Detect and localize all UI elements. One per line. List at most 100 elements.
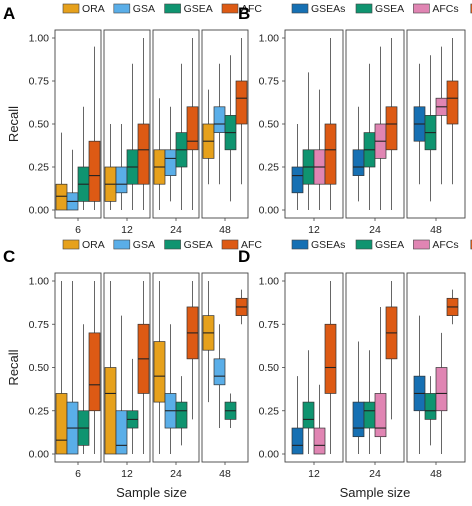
panel-d-xtick-label: 24 bbox=[369, 468, 381, 480]
panel-c-xtick-label: 6 bbox=[75, 468, 81, 480]
panel-c-ytick-label: 0.50 bbox=[29, 362, 50, 374]
box-gsea-12-body bbox=[302, 401, 315, 429]
panel-c-facet-6 bbox=[54, 272, 102, 463]
legend-swatch-afcs bbox=[413, 3, 430, 14]
box-gsea-48 bbox=[224, 55, 237, 202]
legend-swatch-afc bbox=[470, 239, 472, 250]
box-ora-48 bbox=[202, 89, 215, 185]
panel-b-legend: GSEAsGSEAAFCsAFC bbox=[291, 3, 472, 15]
panel-d-ytick-label: 0.25 bbox=[259, 405, 280, 417]
box-gseas-12-body bbox=[291, 166, 304, 194]
legend-swatch-gsea bbox=[355, 3, 373, 14]
box-afcs-48-body bbox=[435, 367, 448, 412]
legend-swatch-afc bbox=[470, 3, 472, 14]
panel-a-ytick-label: 0.25 bbox=[29, 162, 50, 174]
box-gsa-24-body bbox=[164, 149, 177, 176]
box-afc-24-body bbox=[186, 106, 199, 151]
box-afc-12 bbox=[137, 281, 150, 454]
legend-label-gsa: GSA bbox=[133, 3, 155, 15]
panel-b-ytick-label: 0.75 bbox=[259, 76, 280, 88]
panel-a-facet-12 bbox=[103, 29, 151, 219]
panel-d-ytick-label: 0.50 bbox=[259, 362, 280, 374]
panel-d-facet-12 bbox=[284, 272, 344, 463]
panel-b-xtick-label: 48 bbox=[430, 224, 442, 236]
panel-d-xtick-label: 48 bbox=[430, 468, 442, 480]
box-afc-24 bbox=[186, 281, 199, 420]
box-gsa-48-body bbox=[213, 106, 226, 133]
panel-c-ytick-label: 0.25 bbox=[29, 405, 50, 417]
box-ora-12 bbox=[104, 281, 117, 455]
box-ora-24-body bbox=[153, 341, 166, 403]
panel-a-facet-6 bbox=[54, 29, 102, 219]
box-afc-12-body bbox=[137, 123, 150, 185]
box-gsa-48-body bbox=[213, 358, 226, 386]
panel-c-facet-24 bbox=[152, 272, 200, 463]
panel-a-facet-48 bbox=[201, 29, 249, 219]
box-afc-48 bbox=[235, 289, 248, 325]
panel-c-ytick-label: 1.00 bbox=[29, 276, 50, 288]
box-gsea-12 bbox=[302, 350, 315, 454]
box-afc-12 bbox=[324, 38, 337, 210]
panel-c: C ORA GSA GSEA AFC 0.00 0.25 0.50 0.75 1.00 Recall… bbox=[3, 239, 262, 500]
panel-b-letter: B bbox=[238, 4, 250, 23]
panel-c-xtick-label: 24 bbox=[170, 468, 182, 480]
legend-swatch-gseas bbox=[291, 3, 309, 14]
box-afc-48-body bbox=[235, 80, 248, 125]
box-afc-24-body bbox=[385, 106, 398, 151]
panel-c-ytick-label: 0.00 bbox=[29, 449, 50, 461]
legend-swatch-afc bbox=[221, 239, 239, 250]
legend-label-gsea: GSEA bbox=[375, 3, 404, 15]
box-gsea-12 bbox=[126, 358, 139, 454]
box-gseas-24-body bbox=[352, 149, 365, 176]
box-gsa-48 bbox=[213, 324, 226, 429]
box-afc-24 bbox=[186, 38, 199, 210]
box-afc-6-body bbox=[88, 332, 101, 412]
panel-b-ytick-label: 1.00 bbox=[259, 33, 280, 45]
panel-c-facet-48 bbox=[201, 272, 249, 463]
legend-swatch-ora bbox=[62, 3, 80, 14]
panel-d: D GSEAs GSEA AFCs AFC 0.00 0.25 0.50 0.75 1.00 12 2… bbox=[238, 239, 472, 500]
panel-b-ytick-label: 0.00 bbox=[259, 205, 280, 217]
legend-swatch-gsea bbox=[164, 239, 181, 250]
box-afc-6 bbox=[88, 46, 101, 210]
panel-a-xtick-label: 12 bbox=[121, 224, 133, 236]
panel-b-xtick-label: 12 bbox=[308, 224, 320, 236]
box-afc-12 bbox=[137, 38, 150, 210]
box-afc-24 bbox=[385, 281, 398, 420]
panel-b-facet-24 bbox=[345, 29, 405, 219]
legend-swatch-afc bbox=[221, 3, 239, 14]
panel-b-ytick-label: 0.50 bbox=[259, 119, 280, 131]
box-afc-6-body bbox=[88, 140, 101, 202]
box-ora-24 bbox=[153, 98, 166, 210]
box-afcs-12-body bbox=[313, 427, 326, 455]
panel-c-ylabel: Recall bbox=[6, 349, 21, 385]
panel-a-xtick-label: 24 bbox=[170, 224, 182, 236]
legend-swatch-gsa bbox=[113, 3, 131, 14]
box-ora-12-body bbox=[104, 367, 117, 455]
panel-a-ytick-label: 0.50 bbox=[29, 119, 50, 131]
box-afc-12-body bbox=[324, 323, 337, 394]
box-gsea-24-body bbox=[175, 401, 188, 429]
box-gseas-24-body bbox=[352, 401, 365, 438]
legend-label-afc: AFC bbox=[241, 239, 262, 251]
panel-a-xtick-label: 48 bbox=[219, 224, 231, 236]
legend-label-gsa: GSA bbox=[133, 239, 155, 251]
box-gsa-12-body bbox=[115, 166, 128, 194]
box-gseas-12 bbox=[291, 376, 304, 455]
panel-c-xtick-label: 12 bbox=[121, 468, 133, 480]
panel-a-ytick-label: 0.00 bbox=[29, 205, 50, 217]
legend-swatch-ora bbox=[62, 239, 80, 250]
box-gsa-12 bbox=[115, 315, 128, 455]
box-afcs-48 bbox=[435, 332, 448, 454]
box-afc-6 bbox=[88, 281, 101, 454]
box-gsea-48 bbox=[424, 55, 437, 202]
box-gsea-24 bbox=[175, 376, 188, 446]
box-afc-12-body bbox=[324, 123, 337, 185]
box-afc-48 bbox=[235, 38, 248, 185]
box-ora-48 bbox=[202, 281, 215, 403]
panel-c-legend: ORA GSA GSEA AFC bbox=[62, 239, 262, 251]
legend-swatch-afcs bbox=[413, 239, 430, 250]
legend-label-gsea: GSEA bbox=[184, 3, 213, 15]
legend-swatch-gsa bbox=[113, 239, 131, 250]
